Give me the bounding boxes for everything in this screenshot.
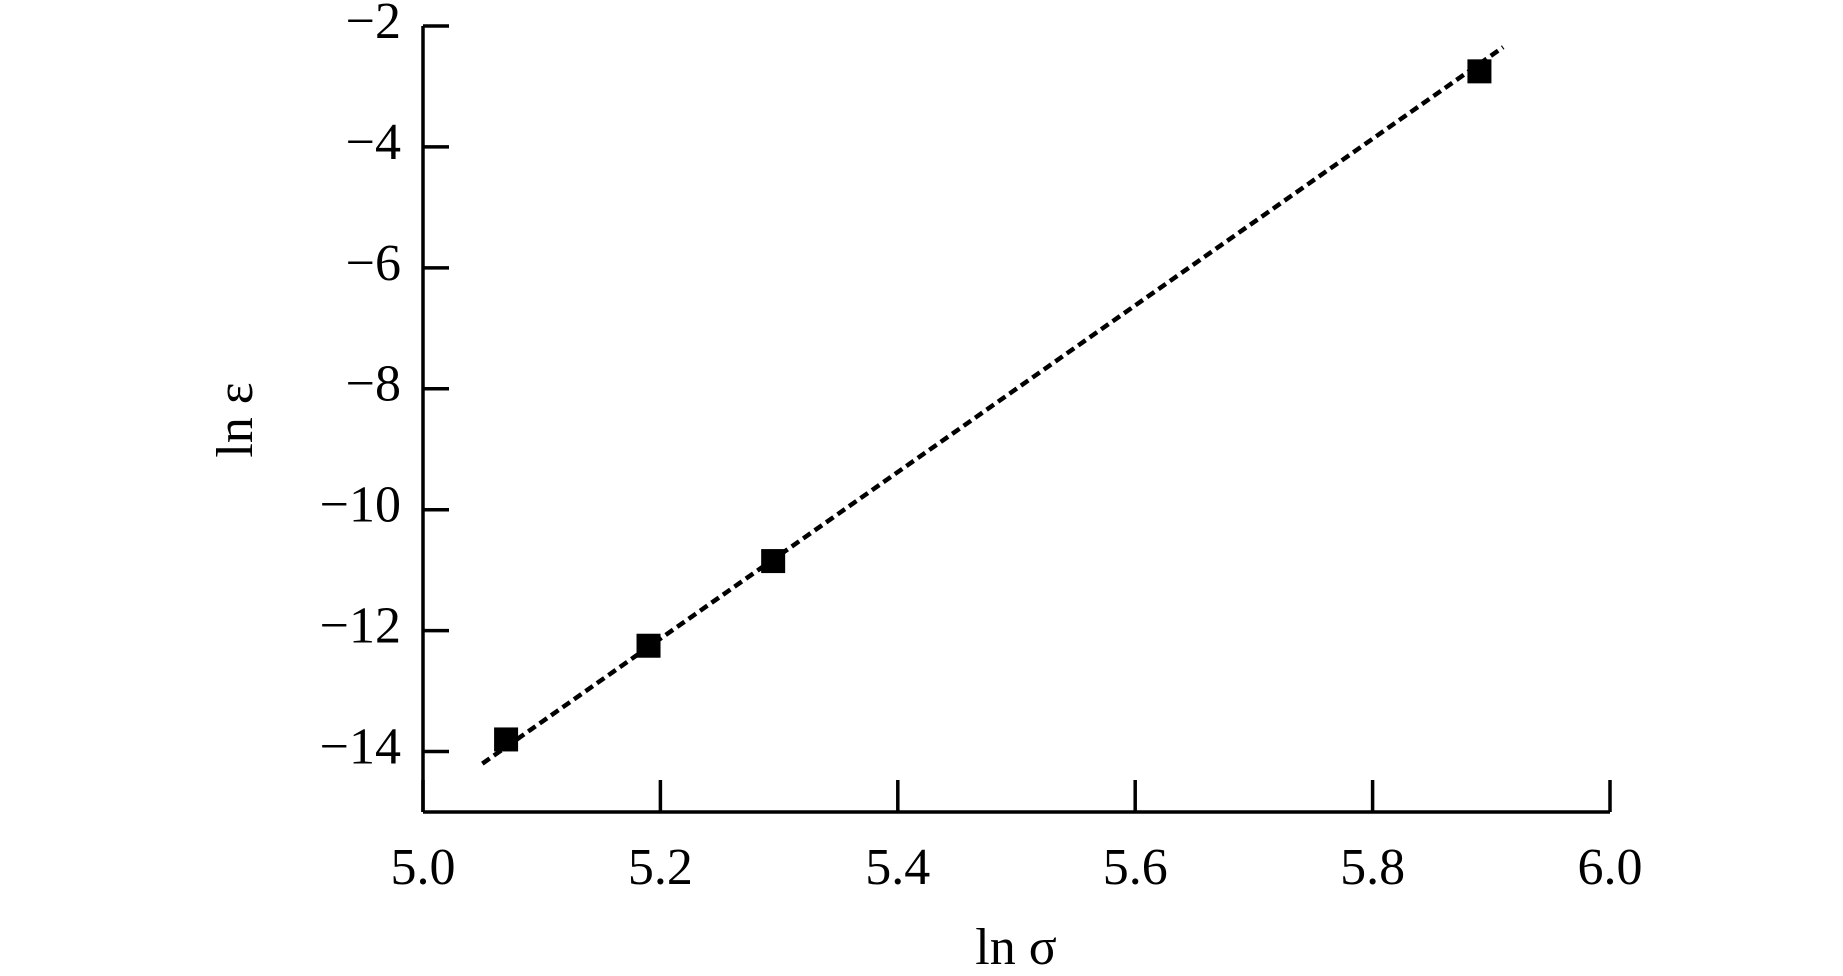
y-axis-title: ln ε (207, 382, 264, 457)
data-point (636, 633, 661, 658)
y-tick-label: −10 (320, 477, 401, 534)
y-tick-label: −2 (346, 0, 401, 50)
x-tick-label: 5.6 (1103, 839, 1168, 896)
y-tick-label: −12 (320, 598, 401, 655)
y-tick-label: −4 (346, 114, 401, 171)
data-point (1467, 59, 1492, 84)
x-tick-label: 5.4 (865, 839, 930, 896)
fit-line (481, 45, 1505, 766)
y-tick-label: −6 (346, 235, 401, 292)
y-tick-label: −14 (320, 718, 401, 775)
data-point (761, 549, 786, 574)
x-tick-label: 5.0 (391, 839, 456, 896)
data-point (494, 727, 519, 752)
x-axis-title: ln σ (975, 919, 1056, 976)
x-tick-label: 5.8 (1340, 839, 1405, 896)
x-tick-label: 5.2 (628, 839, 693, 896)
x-tick-label: 6.0 (1578, 839, 1643, 896)
y-tick-label: −8 (346, 356, 401, 413)
